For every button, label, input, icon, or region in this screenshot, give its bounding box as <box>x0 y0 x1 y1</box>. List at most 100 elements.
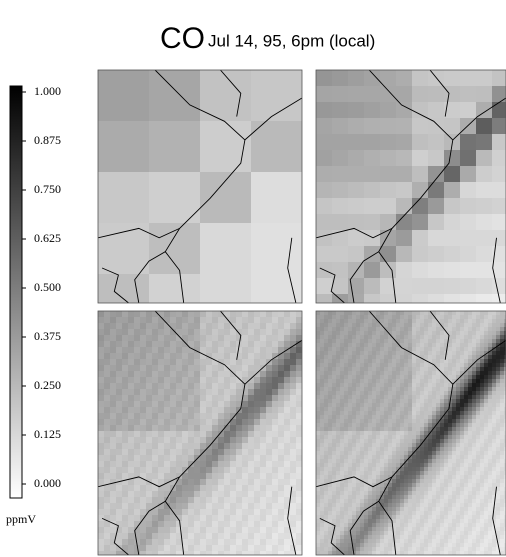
map-cell <box>460 395 465 400</box>
map-cell <box>290 473 297 480</box>
map-cell <box>188 545 195 552</box>
map-cell <box>116 407 123 414</box>
map-cell <box>460 459 465 464</box>
map-cell <box>122 503 129 510</box>
map-cell <box>372 399 377 404</box>
map-cell <box>332 367 337 372</box>
map-cell <box>188 473 195 480</box>
map-cell <box>436 531 441 536</box>
map-cell <box>468 503 473 508</box>
map-cell <box>324 403 329 408</box>
map-cell <box>332 323 337 328</box>
map-cell <box>320 463 325 468</box>
map-cell <box>146 551 153 557</box>
map-cell <box>98 311 105 318</box>
map-cell <box>388 427 393 432</box>
map-cell <box>206 383 213 390</box>
map-cell <box>412 347 417 352</box>
map-cell <box>158 539 165 546</box>
map-cell <box>340 375 345 380</box>
map-cell <box>224 473 231 480</box>
map-cell <box>332 118 349 135</box>
map-cell <box>134 443 141 450</box>
map-cell <box>104 437 111 444</box>
map-cell <box>194 311 201 318</box>
map-cell <box>158 461 165 468</box>
map-cell <box>496 455 501 460</box>
map-cell <box>352 375 357 380</box>
map-cell <box>480 467 485 472</box>
map-cell <box>320 391 325 396</box>
map-cell <box>452 419 457 424</box>
map-cell <box>98 449 105 456</box>
map-cell <box>146 389 153 396</box>
map-cell <box>392 463 397 468</box>
map-cell <box>460 379 465 384</box>
map-cell <box>468 371 473 376</box>
map-cell <box>224 395 231 402</box>
map-cell <box>464 335 469 340</box>
map-cell <box>436 475 441 480</box>
map-cell <box>404 439 409 444</box>
map-cell <box>348 495 353 500</box>
map-cell <box>290 431 297 438</box>
map-cell <box>408 355 413 360</box>
map-cell <box>400 395 405 400</box>
map-cell <box>236 485 243 492</box>
map-cell <box>480 483 485 488</box>
map-cell <box>260 545 267 552</box>
map-cell <box>128 335 135 342</box>
map-cell <box>324 323 329 328</box>
map-cell <box>388 371 393 376</box>
map-cell <box>448 467 453 472</box>
map-cell <box>468 511 473 516</box>
map-cell <box>230 341 237 348</box>
map-cell <box>236 533 243 540</box>
map-cell <box>444 359 449 364</box>
map-cell <box>408 323 413 328</box>
map-cell <box>492 323 497 328</box>
map-cell <box>348 262 365 279</box>
map-cell <box>404 323 409 328</box>
map-cell <box>116 359 123 366</box>
map-cell <box>492 455 497 460</box>
map-cell <box>380 447 385 452</box>
map-cell <box>348 415 353 420</box>
map-cell <box>224 335 231 342</box>
map-cell <box>412 278 429 295</box>
map-cell <box>396 391 401 396</box>
map-cell <box>224 551 231 557</box>
map-cell <box>194 371 201 378</box>
map-cell <box>496 411 501 416</box>
map-cell <box>424 543 429 548</box>
map-cell <box>356 459 361 464</box>
map-cell <box>176 347 183 354</box>
map-cell <box>500 503 505 508</box>
map-cell <box>260 341 267 348</box>
map-cell <box>340 367 345 372</box>
map-cell <box>488 407 493 412</box>
map-cell <box>468 535 473 540</box>
map-cell <box>158 329 165 336</box>
map-cell <box>176 527 183 534</box>
map-cell <box>164 551 171 557</box>
map-cell <box>336 499 341 504</box>
map-cell <box>424 387 429 392</box>
map-cell <box>110 413 117 420</box>
map-cell <box>456 511 461 516</box>
map-cell <box>464 447 469 452</box>
map-cell <box>152 323 159 330</box>
map-cell <box>412 419 417 424</box>
map-cell <box>388 447 393 452</box>
map-cell <box>364 451 369 456</box>
map-cell <box>316 371 321 376</box>
map-cell <box>316 475 321 480</box>
map-cell <box>206 371 213 378</box>
map-cell <box>236 473 243 480</box>
map-cell <box>452 495 457 500</box>
map-cell <box>500 363 505 368</box>
map-cell <box>170 425 177 432</box>
map-cell <box>324 439 329 444</box>
map-cell <box>392 399 397 404</box>
map-cell <box>456 531 461 536</box>
